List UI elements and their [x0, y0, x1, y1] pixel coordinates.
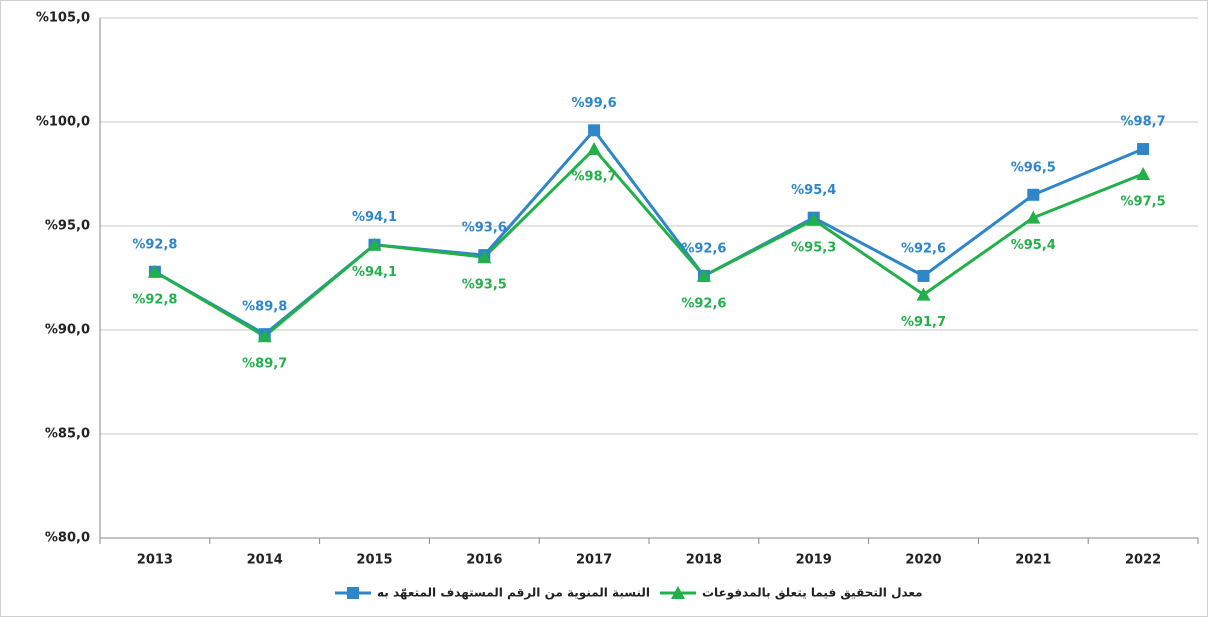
data-label: %92,6 [681, 241, 726, 256]
point-marker [1136, 167, 1151, 180]
data-label: %92,8 [132, 237, 177, 252]
y-tick-label: %105,0 [36, 11, 90, 26]
data-label: %93,6 [462, 221, 507, 236]
data-label: %89,7 [242, 357, 287, 372]
x-tick-label: 2016 [466, 553, 502, 568]
point-marker [587, 142, 602, 156]
point-marker [1026, 210, 1041, 224]
data-label: %99,6 [572, 96, 617, 111]
legend-label: النسبة المنوية من الرقم المستهدف المتعهّ… [377, 586, 650, 601]
x-tick-label: 2022 [1125, 553, 1161, 568]
x-tick-label: 2020 [905, 553, 941, 568]
data-label: %92,6 [681, 296, 726, 311]
x-tick-label: 2013 [137, 553, 173, 568]
point-marker [696, 268, 711, 282]
data-label: %91,7 [901, 315, 946, 330]
y-tick-label: %80,0 [45, 531, 90, 546]
x-tick-label: 2015 [356, 553, 392, 568]
point-marker [1137, 143, 1150, 156]
data-label: %95,3 [791, 240, 836, 255]
data-label: %98,7 [1121, 115, 1166, 130]
point-marker [917, 269, 930, 282]
point-marker [477, 250, 492, 264]
point-marker [367, 237, 382, 251]
data-label: %96,5 [1011, 160, 1056, 175]
point-marker [1027, 188, 1040, 201]
data-label: %92,8 [132, 292, 177, 307]
x-tick-label: 2021 [1015, 553, 1051, 568]
data-label: %93,5 [462, 278, 507, 293]
legend-marker [347, 587, 359, 599]
point-marker [257, 329, 272, 343]
data-label: %98,7 [572, 170, 617, 185]
x-tick-label: 2014 [247, 553, 283, 568]
y-tick-label: %90,0 [45, 323, 90, 338]
data-label: %95,4 [791, 183, 836, 198]
data-label: %94,1 [352, 210, 397, 225]
x-tick-label: 2017 [576, 553, 612, 568]
point-marker [588, 124, 601, 137]
legend-marker [671, 586, 685, 599]
y-tick-label: %100,0 [36, 115, 90, 130]
x-tick-label: 2018 [686, 553, 722, 568]
data-label: %89,8 [242, 300, 287, 315]
legend-label: معدل التحقيق فيما يتعلق بالمدفوعات [702, 586, 923, 601]
series-line [154, 146, 1144, 339]
y-tick-label: %95,0 [45, 219, 90, 234]
point-marker [147, 264, 162, 278]
point-marker [806, 212, 821, 226]
data-label: %97,5 [1121, 195, 1166, 210]
data-label: %94,1 [352, 265, 397, 280]
y-tick-label: %85,0 [45, 427, 90, 442]
point-marker [916, 287, 931, 301]
x-tick-label: 2019 [796, 553, 832, 568]
data-label: %92,6 [901, 241, 946, 256]
data-label: %95,4 [1011, 238, 1056, 253]
